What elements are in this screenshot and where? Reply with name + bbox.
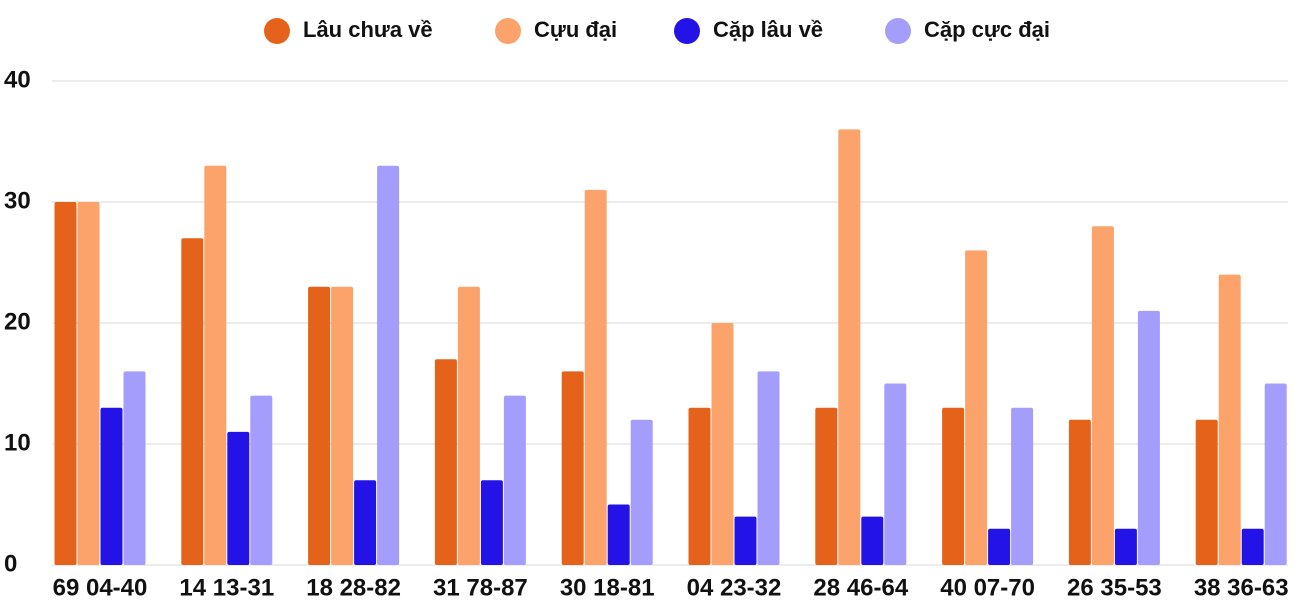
legend-label: Cặp cực đại: [924, 17, 1050, 42]
bar: [734, 516, 757, 565]
x-tick-label: 04 23-32: [687, 574, 782, 600]
bar: [480, 480, 503, 565]
x-tick-label: 28 46-64: [813, 574, 908, 600]
bar: [1011, 407, 1034, 565]
bar: [561, 371, 584, 565]
bar: [204, 165, 227, 565]
legend-label: Cựu đại: [534, 17, 617, 42]
bar: [1137, 310, 1160, 565]
y-tick-label: 10: [4, 429, 31, 456]
x-tick-label: 31 78-87: [433, 574, 528, 600]
bar: [1195, 419, 1218, 565]
bar: [123, 371, 146, 565]
bar: [100, 407, 123, 565]
y-tick-label: 40: [4, 66, 31, 93]
x-tick-label: 40 07-70: [940, 574, 1035, 600]
legend-label: Lâu chưa về: [303, 17, 433, 42]
bar: [181, 238, 204, 566]
bar: [1068, 419, 1091, 565]
bar: [711, 323, 734, 565]
bar: [434, 359, 457, 565]
bar: [838, 129, 861, 565]
bar: [227, 431, 250, 565]
x-tick-label: 69 04-40: [53, 574, 148, 600]
y-tick-label: 30: [4, 187, 31, 214]
legend-marker: [885, 18, 911, 44]
bar: [688, 407, 711, 565]
legend-label: Cặp lâu về: [713, 17, 823, 42]
x-tick-label: 38 36-63: [1194, 574, 1289, 600]
bar: [965, 250, 988, 565]
bar: [607, 504, 630, 565]
x-tick-label: 26 35-53: [1067, 574, 1162, 600]
bar: [884, 383, 907, 565]
bar: [503, 395, 526, 565]
bar: [942, 407, 965, 565]
bar: [1264, 383, 1287, 565]
bar: [331, 286, 354, 565]
y-tick-label: 0: [4, 550, 17, 577]
bar: [354, 480, 377, 565]
x-tick-label: 30 18-81: [560, 574, 655, 600]
bar: [250, 395, 273, 565]
bar: [308, 286, 331, 565]
x-tick-label: 18 28-82: [306, 574, 401, 600]
bar: [377, 165, 400, 565]
legend-marker: [674, 18, 700, 44]
legend-marker: [264, 18, 290, 44]
bar: [988, 528, 1011, 565]
bar: [54, 202, 77, 565]
bar: [1241, 528, 1264, 565]
bar: [630, 419, 653, 565]
bar: [815, 407, 838, 565]
bar: [1091, 226, 1114, 565]
legend-marker: [495, 18, 521, 44]
y-tick-label: 20: [4, 308, 31, 335]
bar: [457, 286, 480, 565]
bar: [77, 202, 100, 565]
bar: [584, 189, 607, 565]
x-tick-label: 14 13-31: [179, 574, 274, 600]
bar: [1114, 528, 1137, 565]
bar: [757, 371, 780, 565]
bar: [1218, 274, 1241, 565]
bar: [861, 516, 884, 565]
